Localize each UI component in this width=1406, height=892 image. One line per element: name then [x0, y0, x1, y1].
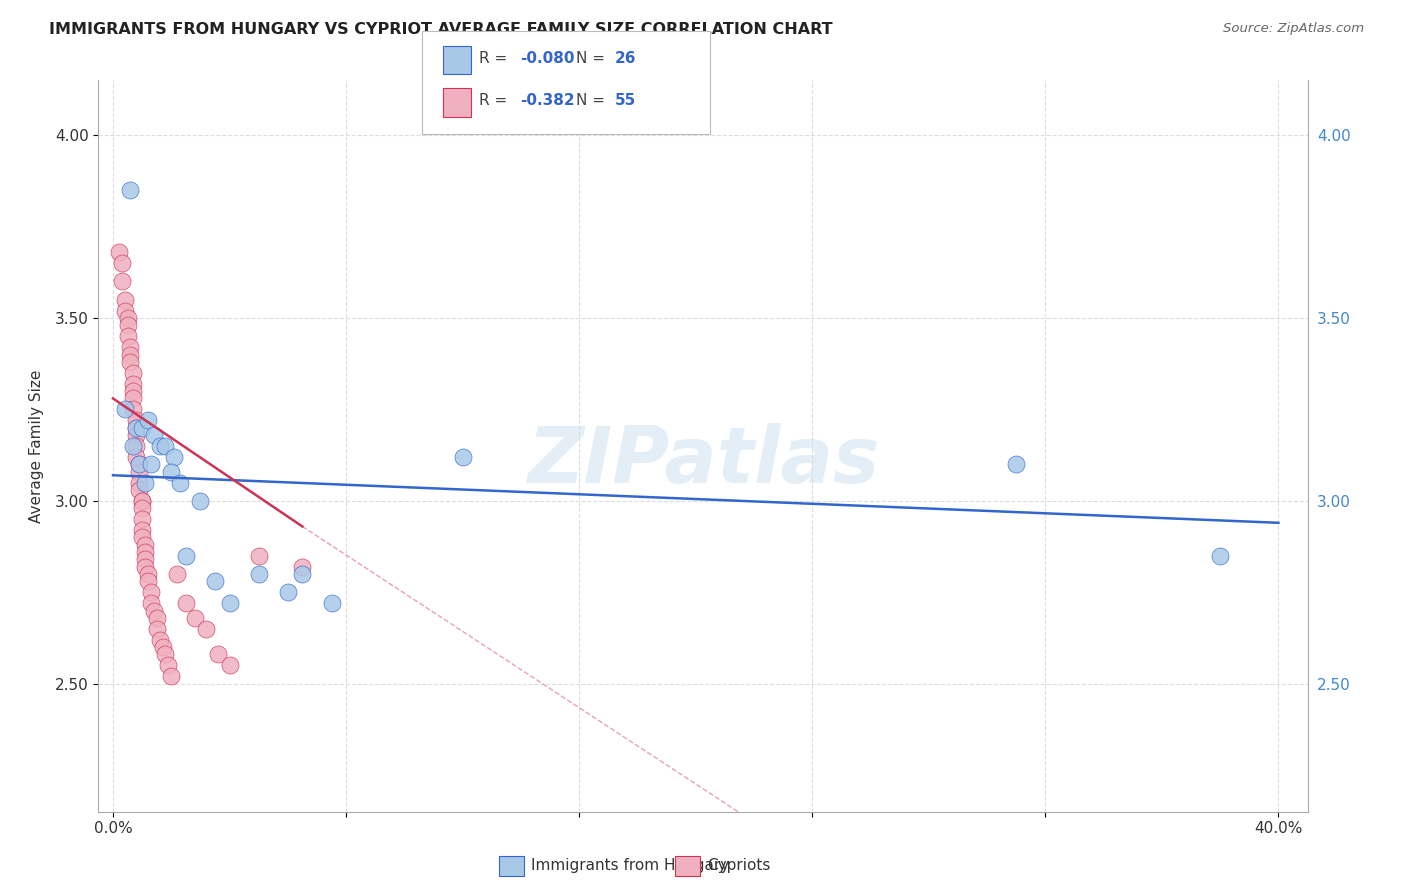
Point: [122, 366, 145, 380]
Text: Cypriots: Cypriots: [707, 858, 770, 872]
Point: [152, 640, 174, 655]
Point: [291, 567, 314, 582]
Point: [122, 384, 145, 399]
Point: [149, 439, 172, 453]
Point: [195, 622, 218, 636]
Point: [125, 439, 148, 453]
Point: [117, 318, 139, 333]
Point: [131, 494, 153, 508]
Point: [136, 574, 159, 589]
Point: [145, 622, 167, 636]
Point: [142, 603, 165, 617]
Point: [125, 428, 148, 442]
Point: [1005, 457, 1028, 471]
Point: [139, 585, 162, 599]
Point: [190, 494, 212, 508]
Point: [204, 574, 226, 589]
Point: [134, 545, 156, 559]
Point: [149, 632, 172, 647]
Point: [291, 559, 314, 574]
Point: [120, 348, 142, 362]
Text: ZIPatlas: ZIPatlas: [527, 423, 879, 499]
Text: R =: R =: [479, 51, 513, 66]
Point: [207, 648, 229, 662]
Point: [155, 439, 177, 453]
Text: N =: N =: [576, 93, 610, 108]
Point: [125, 450, 148, 464]
Text: N =: N =: [576, 51, 610, 66]
Point: [128, 465, 150, 479]
Point: [155, 648, 177, 662]
Point: [120, 355, 142, 369]
Point: [136, 413, 159, 427]
Point: [1209, 549, 1232, 563]
Point: [451, 450, 474, 464]
Point: [131, 523, 153, 537]
Point: [131, 512, 153, 526]
Point: [117, 310, 139, 325]
Point: [174, 549, 197, 563]
Point: [277, 585, 299, 599]
Point: [125, 421, 148, 435]
Point: [145, 611, 167, 625]
Point: [131, 421, 153, 435]
Point: [114, 293, 136, 307]
Point: [122, 392, 145, 406]
Point: [136, 567, 159, 582]
Point: [128, 457, 150, 471]
Point: [131, 494, 153, 508]
Point: [125, 421, 148, 435]
Point: [117, 329, 139, 343]
Point: [160, 669, 183, 683]
Point: [163, 450, 186, 464]
Point: [108, 245, 131, 260]
Point: [169, 475, 191, 490]
Point: [142, 428, 165, 442]
Point: [134, 538, 156, 552]
Point: [111, 256, 134, 270]
Point: [128, 483, 150, 497]
Y-axis label: Average Family Size: Average Family Size: [28, 369, 44, 523]
Point: [139, 596, 162, 610]
Point: [131, 501, 153, 516]
Point: [157, 658, 180, 673]
Point: [125, 413, 148, 427]
Point: [114, 303, 136, 318]
Point: [247, 567, 270, 582]
Point: [111, 275, 134, 289]
Text: -0.080: -0.080: [520, 51, 575, 66]
Point: [321, 596, 343, 610]
Text: R =: R =: [479, 93, 513, 108]
Text: Source: ZipAtlas.com: Source: ZipAtlas.com: [1223, 22, 1364, 36]
Point: [218, 596, 240, 610]
Point: [247, 549, 270, 563]
Point: [218, 658, 240, 673]
Text: 55: 55: [614, 93, 636, 108]
Point: [174, 596, 197, 610]
Point: [122, 376, 145, 391]
Point: [134, 552, 156, 566]
Text: IMMIGRANTS FROM HUNGARY VS CYPRIOT AVERAGE FAMILY SIZE CORRELATION CHART: IMMIGRANTS FROM HUNGARY VS CYPRIOT AVERA…: [49, 22, 832, 37]
Point: [160, 465, 183, 479]
Point: [122, 402, 145, 417]
Point: [120, 340, 142, 354]
Point: [131, 530, 153, 544]
Text: Immigrants from Hungary: Immigrants from Hungary: [531, 858, 730, 872]
Point: [134, 475, 156, 490]
Text: 26: 26: [614, 51, 636, 66]
Point: [139, 457, 162, 471]
Point: [114, 402, 136, 417]
Point: [128, 457, 150, 471]
Point: [122, 439, 145, 453]
Point: [134, 559, 156, 574]
Text: -0.382: -0.382: [520, 93, 575, 108]
Point: [166, 567, 188, 582]
Point: [183, 611, 205, 625]
Point: [128, 475, 150, 490]
Point: [120, 183, 142, 197]
